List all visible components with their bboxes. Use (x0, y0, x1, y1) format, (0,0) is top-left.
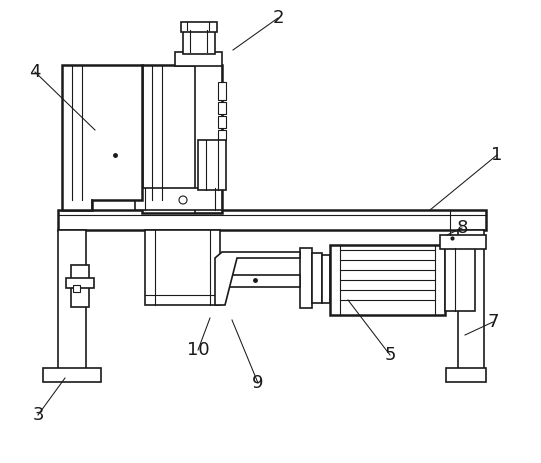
Bar (195, 65, 222, 213)
Text: 7: 7 (487, 313, 499, 331)
Bar (312, 253, 322, 303)
Bar (218, 116, 226, 128)
Bar (330, 245, 445, 315)
Bar (218, 102, 226, 114)
Text: 1: 1 (491, 146, 503, 164)
Text: 10: 10 (187, 341, 209, 359)
Bar (198, 140, 226, 190)
Polygon shape (62, 65, 142, 210)
Bar (66, 278, 94, 288)
Bar (445, 248, 475, 311)
Bar (43, 368, 101, 382)
Text: 3: 3 (32, 406, 44, 424)
Text: 9: 9 (252, 374, 264, 392)
Bar (458, 230, 484, 370)
Bar (300, 248, 312, 308)
Bar (218, 130, 226, 140)
Bar (175, 52, 222, 66)
Bar (58, 210, 486, 230)
Bar (446, 368, 486, 382)
Bar (71, 265, 89, 307)
Bar (220, 275, 300, 287)
Bar (58, 230, 86, 370)
Text: 5: 5 (384, 346, 396, 364)
Text: 4: 4 (29, 63, 41, 81)
Bar (181, 22, 217, 32)
Bar (218, 82, 226, 100)
Bar (135, 188, 222, 210)
Bar (142, 65, 222, 213)
Bar (183, 30, 215, 54)
Bar (322, 255, 330, 303)
Bar (73, 285, 80, 292)
Text: 8: 8 (456, 219, 467, 237)
Bar (145, 230, 220, 305)
Text: 2: 2 (272, 9, 283, 27)
Polygon shape (215, 252, 300, 305)
Bar (440, 235, 486, 249)
